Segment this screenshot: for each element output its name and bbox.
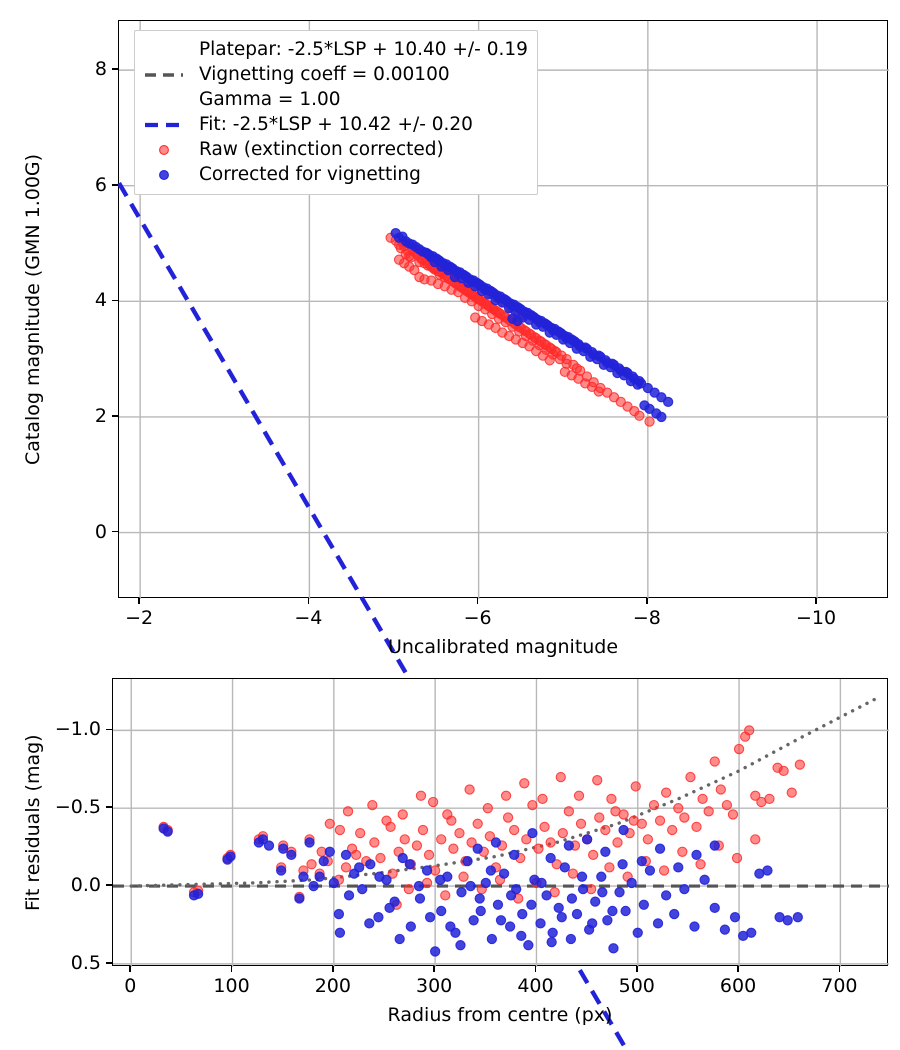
- y-tick-label: 0: [94, 520, 107, 543]
- legend-table: Platepar: -2.5*LSP + 10.40 +/- 0.19 Vigne…: [144, 37, 528, 187]
- x-tick-mark: [129, 966, 132, 972]
- y-tick-mark: [112, 530, 118, 533]
- y-tick-label: −1.0: [54, 718, 101, 741]
- y-tick-mark: [106, 962, 112, 964]
- legend-label-line: Gamma = 1.00: [199, 89, 341, 110]
- x-tick-mark: [534, 966, 537, 972]
- legend-dashed-gray-line-icon: [144, 37, 199, 112]
- top-plot-x-axis-label: Uncalibrated magnitude: [387, 636, 619, 658]
- top-plot-y-axis-label: Catalog magnitude (GMN 1.00G): [22, 153, 44, 465]
- x-tick-label: 100: [213, 975, 250, 997]
- legend-entry-label: Platepar: -2.5*LSP + 10.40 +/- 0.19 Vigne…: [199, 37, 528, 112]
- legend-dashed-blue-line-icon: [144, 112, 199, 137]
- x-tick-mark: [815, 598, 817, 604]
- x-tick-label: −6: [463, 607, 492, 629]
- x-tick-label: 400: [517, 975, 554, 997]
- legend-entry: Raw (extinction corrected): [144, 137, 528, 162]
- bottom-plot-y-axis-label: Fit residuals (mag): [22, 733, 44, 911]
- x-tick-mark: [635, 966, 638, 972]
- x-tick-mark: [476, 598, 479, 604]
- x-tick-mark: [230, 966, 233, 972]
- x-tick-label: 600: [719, 975, 757, 997]
- y-tick-label: 0.0: [70, 874, 101, 897]
- x-tick-mark: [737, 966, 739, 972]
- y-tick-mark: [112, 415, 118, 417]
- legend-red-dot-marker-icon: [144, 137, 199, 162]
- legend-entry: Fit: -2.5*LSP + 10.42 +/- 0.20: [144, 112, 528, 137]
- x-tick-mark: [646, 598, 648, 604]
- y-tick-mark: [112, 299, 118, 302]
- x-tick-label: −4: [294, 607, 323, 629]
- x-tick-label: −8: [632, 607, 661, 629]
- x-tick-mark: [433, 966, 435, 972]
- fit-residuals-canvas: [113, 679, 889, 967]
- x-tick-mark: [138, 598, 140, 604]
- legend-entry-label: Corrected for vignetting: [199, 162, 528, 187]
- y-tick-mark: [106, 806, 112, 808]
- legend-label-line: Fit: -2.5*LSP + 10.42 +/- 0.20: [199, 114, 473, 135]
- x-tick-mark: [307, 598, 310, 604]
- legend-label-line: Corrected for vignetting: [199, 164, 421, 185]
- legend-label-line: Raw (extinction corrected): [199, 139, 444, 160]
- legend-entry: Corrected for vignetting: [144, 162, 528, 187]
- y-tick-mark: [112, 183, 118, 186]
- x-tick-mark: [838, 966, 841, 972]
- y-tick-label: 8: [94, 58, 107, 81]
- x-tick-label: −2: [125, 607, 154, 629]
- x-tick-label: −10: [796, 607, 837, 629]
- y-tick-label: 0.5: [70, 951, 101, 974]
- x-tick-label: 200: [314, 975, 351, 997]
- fit-residuals-plot: [112, 678, 889, 967]
- legend-entry: Platepar: -2.5*LSP + 10.40 +/- 0.19 Vigne…: [144, 37, 528, 112]
- legend-label-line: Platepar: -2.5*LSP + 10.40 +/- 0.19: [199, 39, 528, 60]
- x-tick-mark: [332, 966, 334, 972]
- y-tick-label: 6: [94, 173, 107, 196]
- y-tick-mark: [106, 884, 112, 886]
- x-tick-label: 300: [416, 975, 453, 997]
- legend-entry-label: Raw (extinction corrected): [199, 137, 528, 162]
- x-tick-label: 0: [124, 975, 137, 997]
- legend-blue-dot-marker-icon: [144, 162, 199, 187]
- y-tick-mark: [112, 68, 118, 70]
- legend-entry-label: Fit: -2.5*LSP + 10.42 +/- 0.20: [199, 112, 528, 137]
- y-tick-label: 2: [94, 404, 107, 427]
- y-tick-label: −0.5: [54, 796, 101, 819]
- x-tick-label: 500: [618, 975, 655, 997]
- y-tick-mark: [106, 728, 112, 731]
- legend: Platepar: -2.5*LSP + 10.40 +/- 0.19 Vigne…: [134, 30, 538, 195]
- y-tick-label: 4: [94, 289, 107, 312]
- x-tick-label: 700: [821, 975, 858, 997]
- legend-label-line: Vignetting coeff = 0.00100: [199, 64, 450, 85]
- bottom-plot-x-axis-label: Radius from centre (px): [387, 1004, 613, 1026]
